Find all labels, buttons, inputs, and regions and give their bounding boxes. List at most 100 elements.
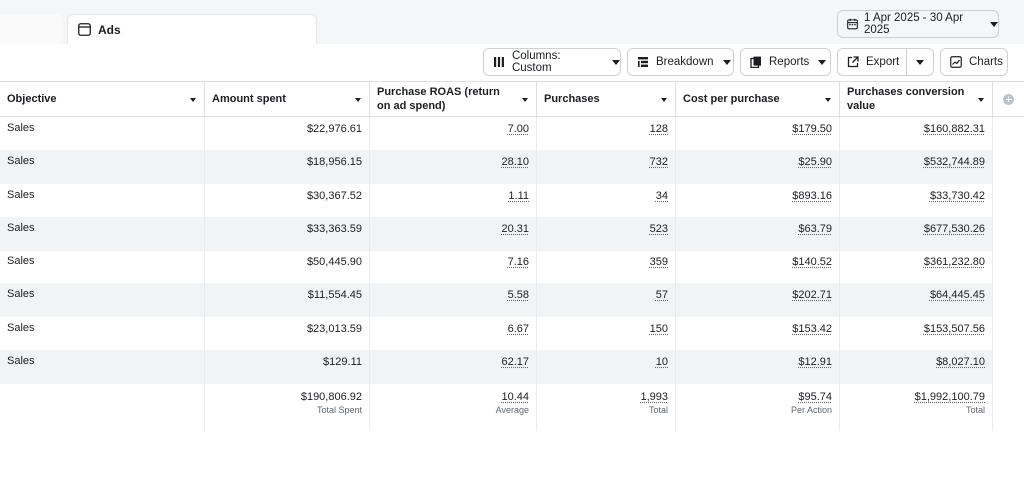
- cell-objective: Sales: [0, 183, 205, 218]
- chevron-down-icon: [818, 59, 827, 65]
- sort-caret-icon: [190, 98, 196, 102]
- cell-objective: Sales: [0, 250, 205, 284]
- reports-icon: [750, 56, 761, 68]
- sort-caret-icon: [825, 98, 831, 102]
- breakdown-button[interactable]: Breakdown: [627, 48, 734, 76]
- cell-roas: 1.11: [370, 183, 537, 218]
- cell-amount-spent: $33,363.59: [205, 216, 370, 251]
- ads-panel-icon: [78, 23, 91, 36]
- cell-conversion-value: $33,730.42: [840, 183, 993, 218]
- cell-cost-per-purchase: $153.42: [676, 316, 840, 351]
- cell-cost-per-purchase: $12.91: [676, 349, 840, 384]
- chevron-down-icon: [916, 59, 924, 65]
- cell-roas: 62.17: [370, 349, 537, 384]
- totals-purchases: 1,993 Total: [537, 383, 676, 431]
- cell-roas: 6.67: [370, 316, 537, 351]
- chart-icon: [950, 56, 962, 68]
- header-objective[interactable]: Objective: [0, 82, 205, 116]
- cell-objective: Sales: [0, 150, 205, 185]
- cell-purchases: 34: [537, 183, 676, 218]
- cell-cost-per-purchase: $63.79: [676, 216, 840, 251]
- cell-roas: 5.58: [370, 283, 537, 318]
- add-column-button[interactable]: [993, 82, 1024, 116]
- tab-ads-label: Ads: [98, 22, 121, 37]
- cell-purchases: 732: [537, 150, 676, 185]
- table-row[interactable]: Sales $22,976.61 7.00 128 $179.50 $160,882.31: [0, 117, 993, 151]
- charts-label: Charts: [969, 56, 1003, 68]
- add-column-icon: [1003, 93, 1014, 105]
- cell-amount-spent: $50,445.90: [205, 250, 370, 284]
- cell-roas: 7.16: [370, 250, 537, 284]
- cell-cost-per-purchase: $140.52: [676, 250, 840, 284]
- cell-amount-spent: $18,956.15: [205, 150, 370, 185]
- tab-placeholder[interactable]: [0, 14, 62, 44]
- cell-purchases: 150: [537, 316, 676, 351]
- export-options-button[interactable]: [906, 48, 934, 76]
- cell-conversion-value: $532,744.89: [840, 150, 993, 185]
- sort-caret-icon: [978, 98, 984, 102]
- columns-icon: [493, 57, 504, 67]
- totals-cost-per-purchase: $95.74 Per Action: [676, 383, 840, 431]
- export-button[interactable]: Export: [837, 48, 907, 76]
- breakdown-icon: [638, 57, 648, 67]
- totals-amount-spent: $190,806.92 Total Spent: [205, 383, 370, 431]
- sort-caret-icon: [355, 98, 361, 102]
- reports-button[interactable]: Reports: [740, 48, 831, 76]
- cell-roas: 20.31: [370, 216, 537, 251]
- cell-cost-per-purchase: $893.16: [676, 183, 840, 218]
- table-row[interactable]: Sales $18,956.15 28.10 732 $25.90 $532,744.89: [0, 150, 993, 185]
- table-row[interactable]: Sales $23,013.59 6.67 150 $153.42 $153,507.56: [0, 316, 993, 351]
- cell-amount-spent: $23,013.59: [205, 316, 370, 351]
- cell-amount-spent: $30,367.52: [205, 183, 370, 218]
- cell-amount-spent: $11,554.45: [205, 283, 370, 318]
- date-range-picker[interactable]: 1 Apr 2025 - 30 Apr 2025: [837, 10, 999, 38]
- export-label: Export: [866, 56, 900, 68]
- charts-button[interactable]: Charts: [940, 48, 1008, 76]
- export-icon: [847, 56, 859, 68]
- date-range-label: 1 Apr 2025 - 30 Apr 2025: [863, 12, 964, 36]
- cell-objective: Sales: [0, 316, 205, 351]
- header-cost-per-purchase[interactable]: Cost per purchase: [676, 82, 840, 116]
- table-row[interactable]: Sales $50,445.90 7.16 359 $140.52 $361,232.80: [0, 250, 993, 284]
- cell-conversion-value: $160,882.31: [840, 117, 993, 151]
- sort-caret-icon: [522, 98, 528, 102]
- totals-row: $190,806.92 Total Spent 10.44 Average 1,…: [0, 383, 993, 431]
- cell-cost-per-purchase: $25.90: [676, 150, 840, 185]
- table-row[interactable]: Sales $129.11 62.17 10 $12.91 $8,027.10: [0, 349, 993, 384]
- header-purchases[interactable]: Purchases: [537, 82, 676, 116]
- table-header: Objective Amount spent Purchase ROAS (re…: [0, 81, 1024, 117]
- cell-conversion-value: $8,027.10: [840, 349, 993, 384]
- breakdown-label: Breakdown: [656, 56, 714, 68]
- cell-amount-spent: $22,976.61: [205, 117, 370, 151]
- table-row[interactable]: Sales $30,367.52 1.11 34 $893.16 $33,730.42: [0, 183, 993, 218]
- reports-label: Reports: [769, 56, 810, 68]
- cell-cost-per-purchase: $202.71: [676, 283, 840, 318]
- cell-objective: Sales: [0, 349, 205, 384]
- columns-button[interactable]: Columns: Custom: [483, 48, 621, 76]
- table-row[interactable]: Sales $11,554.45 5.58 57 $202.71 $64,445.45: [0, 283, 993, 318]
- cell-cost-per-purchase: $179.50: [676, 117, 840, 151]
- cell-purchases: 359: [537, 250, 676, 284]
- cell-purchases: 523: [537, 216, 676, 251]
- chevron-down-icon: [990, 21, 998, 27]
- tab-ads[interactable]: Ads: [67, 14, 317, 44]
- cell-conversion-value: $153,507.56: [840, 316, 993, 351]
- header-roas[interactable]: Purchase ROAS (return on ad spend): [370, 82, 537, 116]
- totals-objective: [0, 383, 205, 431]
- cell-roas: 7.00: [370, 117, 537, 151]
- cell-amount-spent: $129.11: [205, 349, 370, 384]
- ads-table: Objective Amount spent Purchase ROAS (re…: [0, 81, 1024, 431]
- calendar-icon: [847, 18, 858, 30]
- chevron-down-icon: [612, 59, 620, 65]
- cell-roas: 28.10: [370, 150, 537, 185]
- chevron-down-icon: [722, 59, 731, 65]
- columns-label: Columns: Custom: [511, 50, 561, 74]
- cell-objective: Sales: [0, 283, 205, 318]
- header-amount-spent[interactable]: Amount spent: [205, 82, 370, 116]
- cell-purchases: 128: [537, 117, 676, 151]
- cell-conversion-value: $361,232.80: [840, 250, 993, 284]
- cell-conversion-value: $64,445.45: [840, 283, 993, 318]
- table-row[interactable]: Sales $33,363.59 20.31 523 $63.79 $677,530.26: [0, 216, 993, 251]
- header-conversion-value[interactable]: Purchases conversion value: [840, 82, 993, 116]
- cell-objective: Sales: [0, 216, 205, 251]
